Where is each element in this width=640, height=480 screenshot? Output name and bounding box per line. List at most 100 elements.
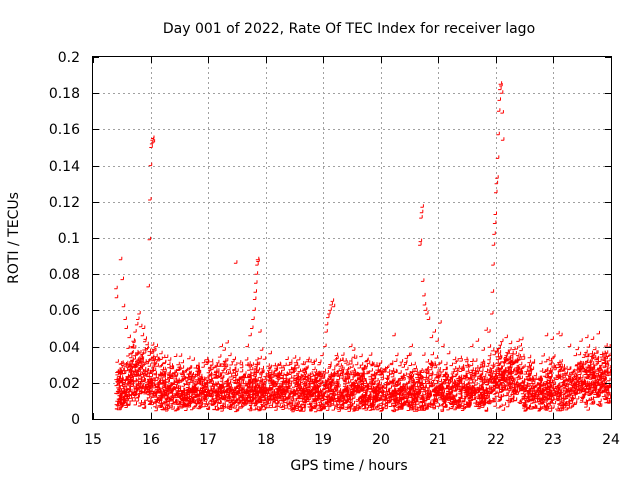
data-point	[515, 352, 520, 357]
data-point	[499, 90, 504, 94]
data-point	[331, 303, 336, 308]
data-point	[124, 325, 128, 329]
data-point	[419, 209, 424, 214]
data-point	[435, 338, 439, 342]
data-point	[202, 394, 206, 398]
x-tick-label: 15	[84, 432, 102, 448]
data-point	[328, 307, 332, 311]
data-point	[533, 376, 537, 380]
data-point	[585, 334, 589, 339]
data-point	[228, 352, 232, 357]
x-tick-label: 18	[257, 432, 275, 448]
data-point	[210, 383, 215, 387]
data-point	[320, 352, 324, 357]
data-point	[147, 236, 152, 241]
data-point	[114, 294, 119, 299]
data-point	[487, 329, 491, 333]
data-point	[151, 135, 155, 139]
y-tick-label: 0.06	[49, 303, 80, 319]
y-tick-label: 0.14	[49, 159, 80, 175]
data-point	[567, 343, 572, 348]
data-point	[495, 155, 500, 159]
data-point	[441, 343, 445, 348]
data-point	[576, 361, 580, 366]
data-point	[573, 352, 577, 357]
data-point	[422, 302, 427, 306]
data-point	[121, 303, 126, 308]
plot-frame	[92, 56, 612, 420]
data-point	[372, 394, 376, 398]
data-point	[120, 276, 124, 281]
data-point	[127, 334, 131, 339]
data-point	[151, 139, 156, 143]
data-point	[251, 316, 255, 320]
y-tick-label: 0.18	[49, 86, 80, 102]
x-tick-labels: 15 16 17 18 19 20 21 22 23 24	[84, 432, 620, 448]
data-point	[494, 180, 499, 185]
data-point	[161, 379, 166, 384]
data-point	[469, 343, 474, 348]
data-point	[556, 330, 560, 335]
data-point	[438, 320, 442, 324]
data-point	[327, 311, 331, 315]
data-point	[148, 162, 153, 167]
data-point	[131, 338, 135, 342]
y-axis-label: ROTI / TECUs	[6, 192, 22, 284]
data-point	[253, 289, 257, 293]
data-point	[420, 204, 424, 208]
data-point	[149, 144, 153, 148]
data-point	[225, 379, 229, 384]
data-point	[329, 302, 333, 306]
data-point	[418, 242, 422, 246]
data-point	[233, 260, 238, 264]
x-tick-label: 19	[314, 432, 332, 448]
data-point	[547, 379, 552, 384]
scatter-cloud	[114, 336, 612, 413]
data-point	[236, 388, 241, 393]
data-point	[492, 231, 496, 235]
data-point	[392, 332, 396, 337]
data-point	[265, 370, 269, 375]
data-point	[590, 365, 595, 369]
data-point	[323, 343, 327, 348]
data-point	[458, 376, 462, 380]
data-point	[268, 350, 272, 355]
data-point	[444, 361, 448, 366]
data-point	[493, 211, 497, 215]
data-point	[492, 220, 497, 224]
data-point	[496, 108, 501, 112]
data-point	[254, 271, 259, 275]
data-point	[422, 292, 426, 297]
data-point	[425, 311, 429, 315]
data-point	[239, 361, 244, 366]
data-point	[248, 376, 252, 380]
data-point	[326, 314, 330, 319]
data-point	[346, 376, 350, 380]
data-point	[412, 361, 416, 366]
data-point	[354, 361, 359, 366]
data-point	[114, 285, 118, 290]
data-point	[383, 388, 387, 393]
data-point	[579, 338, 583, 342]
low-roti-scatter-band	[114, 336, 612, 413]
data-point	[274, 365, 278, 369]
data-point	[187, 365, 192, 369]
data-point	[475, 338, 480, 342]
x-axis-label: GPS time / hours	[290, 458, 407, 474]
data-point	[143, 336, 147, 340]
data-point	[154, 343, 158, 348]
data-point	[518, 361, 523, 366]
data-point	[303, 394, 307, 398]
data-point	[164, 354, 169, 358]
data-point	[121, 370, 126, 375]
y-tick-label: 0	[71, 412, 80, 428]
data-point	[510, 350, 514, 355]
data-point	[395, 352, 399, 357]
data-point	[314, 379, 318, 384]
data-point	[484, 327, 488, 331]
data-point	[255, 262, 259, 266]
data-point	[138, 376, 143, 380]
data-point	[351, 347, 356, 351]
data-point	[507, 365, 511, 369]
